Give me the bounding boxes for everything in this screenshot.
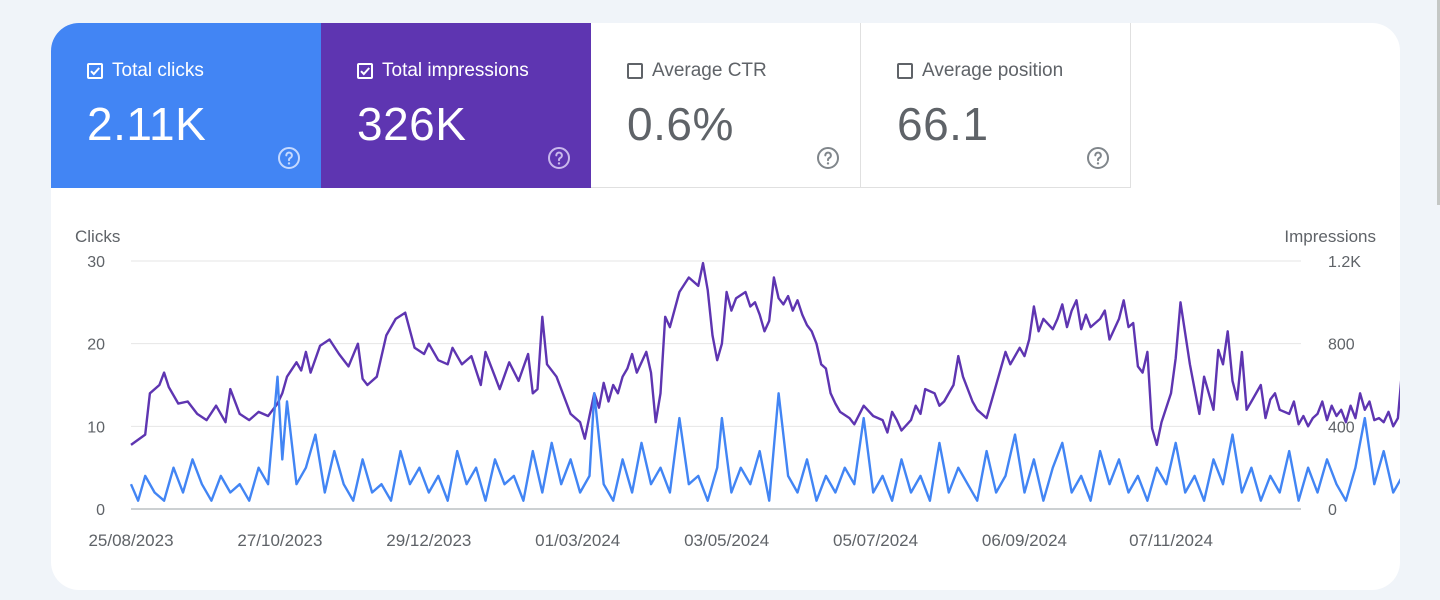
tile-header: Average CTR [627,60,767,82]
tile-value: 66.1 [897,98,989,150]
help-circle-icon[interactable] [277,146,301,170]
left-tick-label: 0 [96,502,105,519]
x-tick-label: 06/09/2024 [982,531,1067,550]
left-tick-label: 10 [87,419,105,436]
left-tick-label: 30 [87,254,105,271]
tile-label: Average CTR [652,60,767,81]
right-tick-label: 400 [1328,419,1355,436]
tile-value: 326K [357,98,467,150]
scrollbar[interactable] [1437,0,1440,205]
tile-label: Total clicks [112,60,204,81]
left-tick-label: 20 [87,337,105,354]
tile-value: 0.6% [627,98,734,150]
tile-label: Total impressions [382,60,529,81]
help-circle-icon[interactable] [816,146,840,170]
tile-header: Average position [897,60,1063,82]
right-axis-title: Impressions [1284,227,1376,246]
right-tick-label: 800 [1328,337,1355,354]
x-tick-label: 01/03/2024 [535,531,620,550]
checkbox-icon[interactable] [357,63,373,79]
help-circle-icon[interactable] [547,146,571,170]
checkbox-icon[interactable] [627,63,643,79]
checkbox-icon[interactable] [897,63,913,79]
chart-lines [129,261,1400,502]
average-ctr-tile[interactable]: Average CTR 0.6% [591,23,861,188]
x-tick-label: 05/07/2024 [833,531,918,550]
help-circle-icon[interactable] [1086,146,1110,170]
average-position-tile[interactable]: Average position 66.1 [861,23,1131,188]
total-clicks-tile[interactable]: Total clicks 2.11K [51,23,321,188]
right-tick-label: 0 [1328,502,1337,519]
tile-label: Average position [922,60,1064,81]
left-axis-title: Clicks [75,227,120,246]
checkbox-icon[interactable] [87,63,103,79]
x-tick-label: 07/11/2024 [1129,531,1213,550]
impressions-line [130,261,1400,447]
x-tick-label: 03/05/2024 [684,531,769,550]
chart-grid [131,260,1301,510]
total-impressions-tile[interactable]: Total impressions 326K [321,23,591,188]
right-tick-label: 1.2K [1328,254,1361,271]
x-tick-label: 27/10/2023 [237,531,322,550]
x-tick-label: 25/08/2023 [88,531,173,550]
tile-header: Total impressions [357,60,529,82]
tile-header: Total clicks [87,60,204,82]
metric-tiles: Total clicks 2.11K Total impressions 326… [51,23,1131,188]
performance-card: Total clicks 2.11K Total impressions 326… [51,23,1400,590]
x-tick-label: 29/12/2023 [386,531,471,550]
performance-chart[interactable]: Clicks Impressions 0 10 20 30 0 400 800 1.2K 2… [51,23,1400,590]
x-axis-ticks: 25/08/2023 27/10/2023 29/12/2023 01/03/2024… [88,531,1212,550]
tile-value: 2.11K [87,98,207,150]
clicks-line [129,375,1400,502]
left-axis-ticks: 0 10 20 30 [87,254,105,519]
right-axis-ticks: 0 400 800 1.2K [1328,254,1361,519]
